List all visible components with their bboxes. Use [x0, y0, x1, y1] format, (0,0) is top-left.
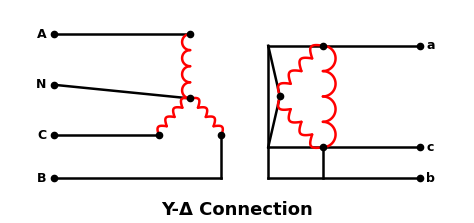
Text: b: b: [426, 172, 435, 185]
Text: N: N: [36, 78, 46, 91]
Text: A: A: [37, 27, 46, 41]
Text: a: a: [426, 39, 435, 52]
Text: c: c: [426, 141, 434, 154]
Text: B: B: [37, 172, 46, 185]
Text: C: C: [37, 129, 46, 142]
Text: Y-Δ Connection: Y-Δ Connection: [161, 201, 313, 219]
